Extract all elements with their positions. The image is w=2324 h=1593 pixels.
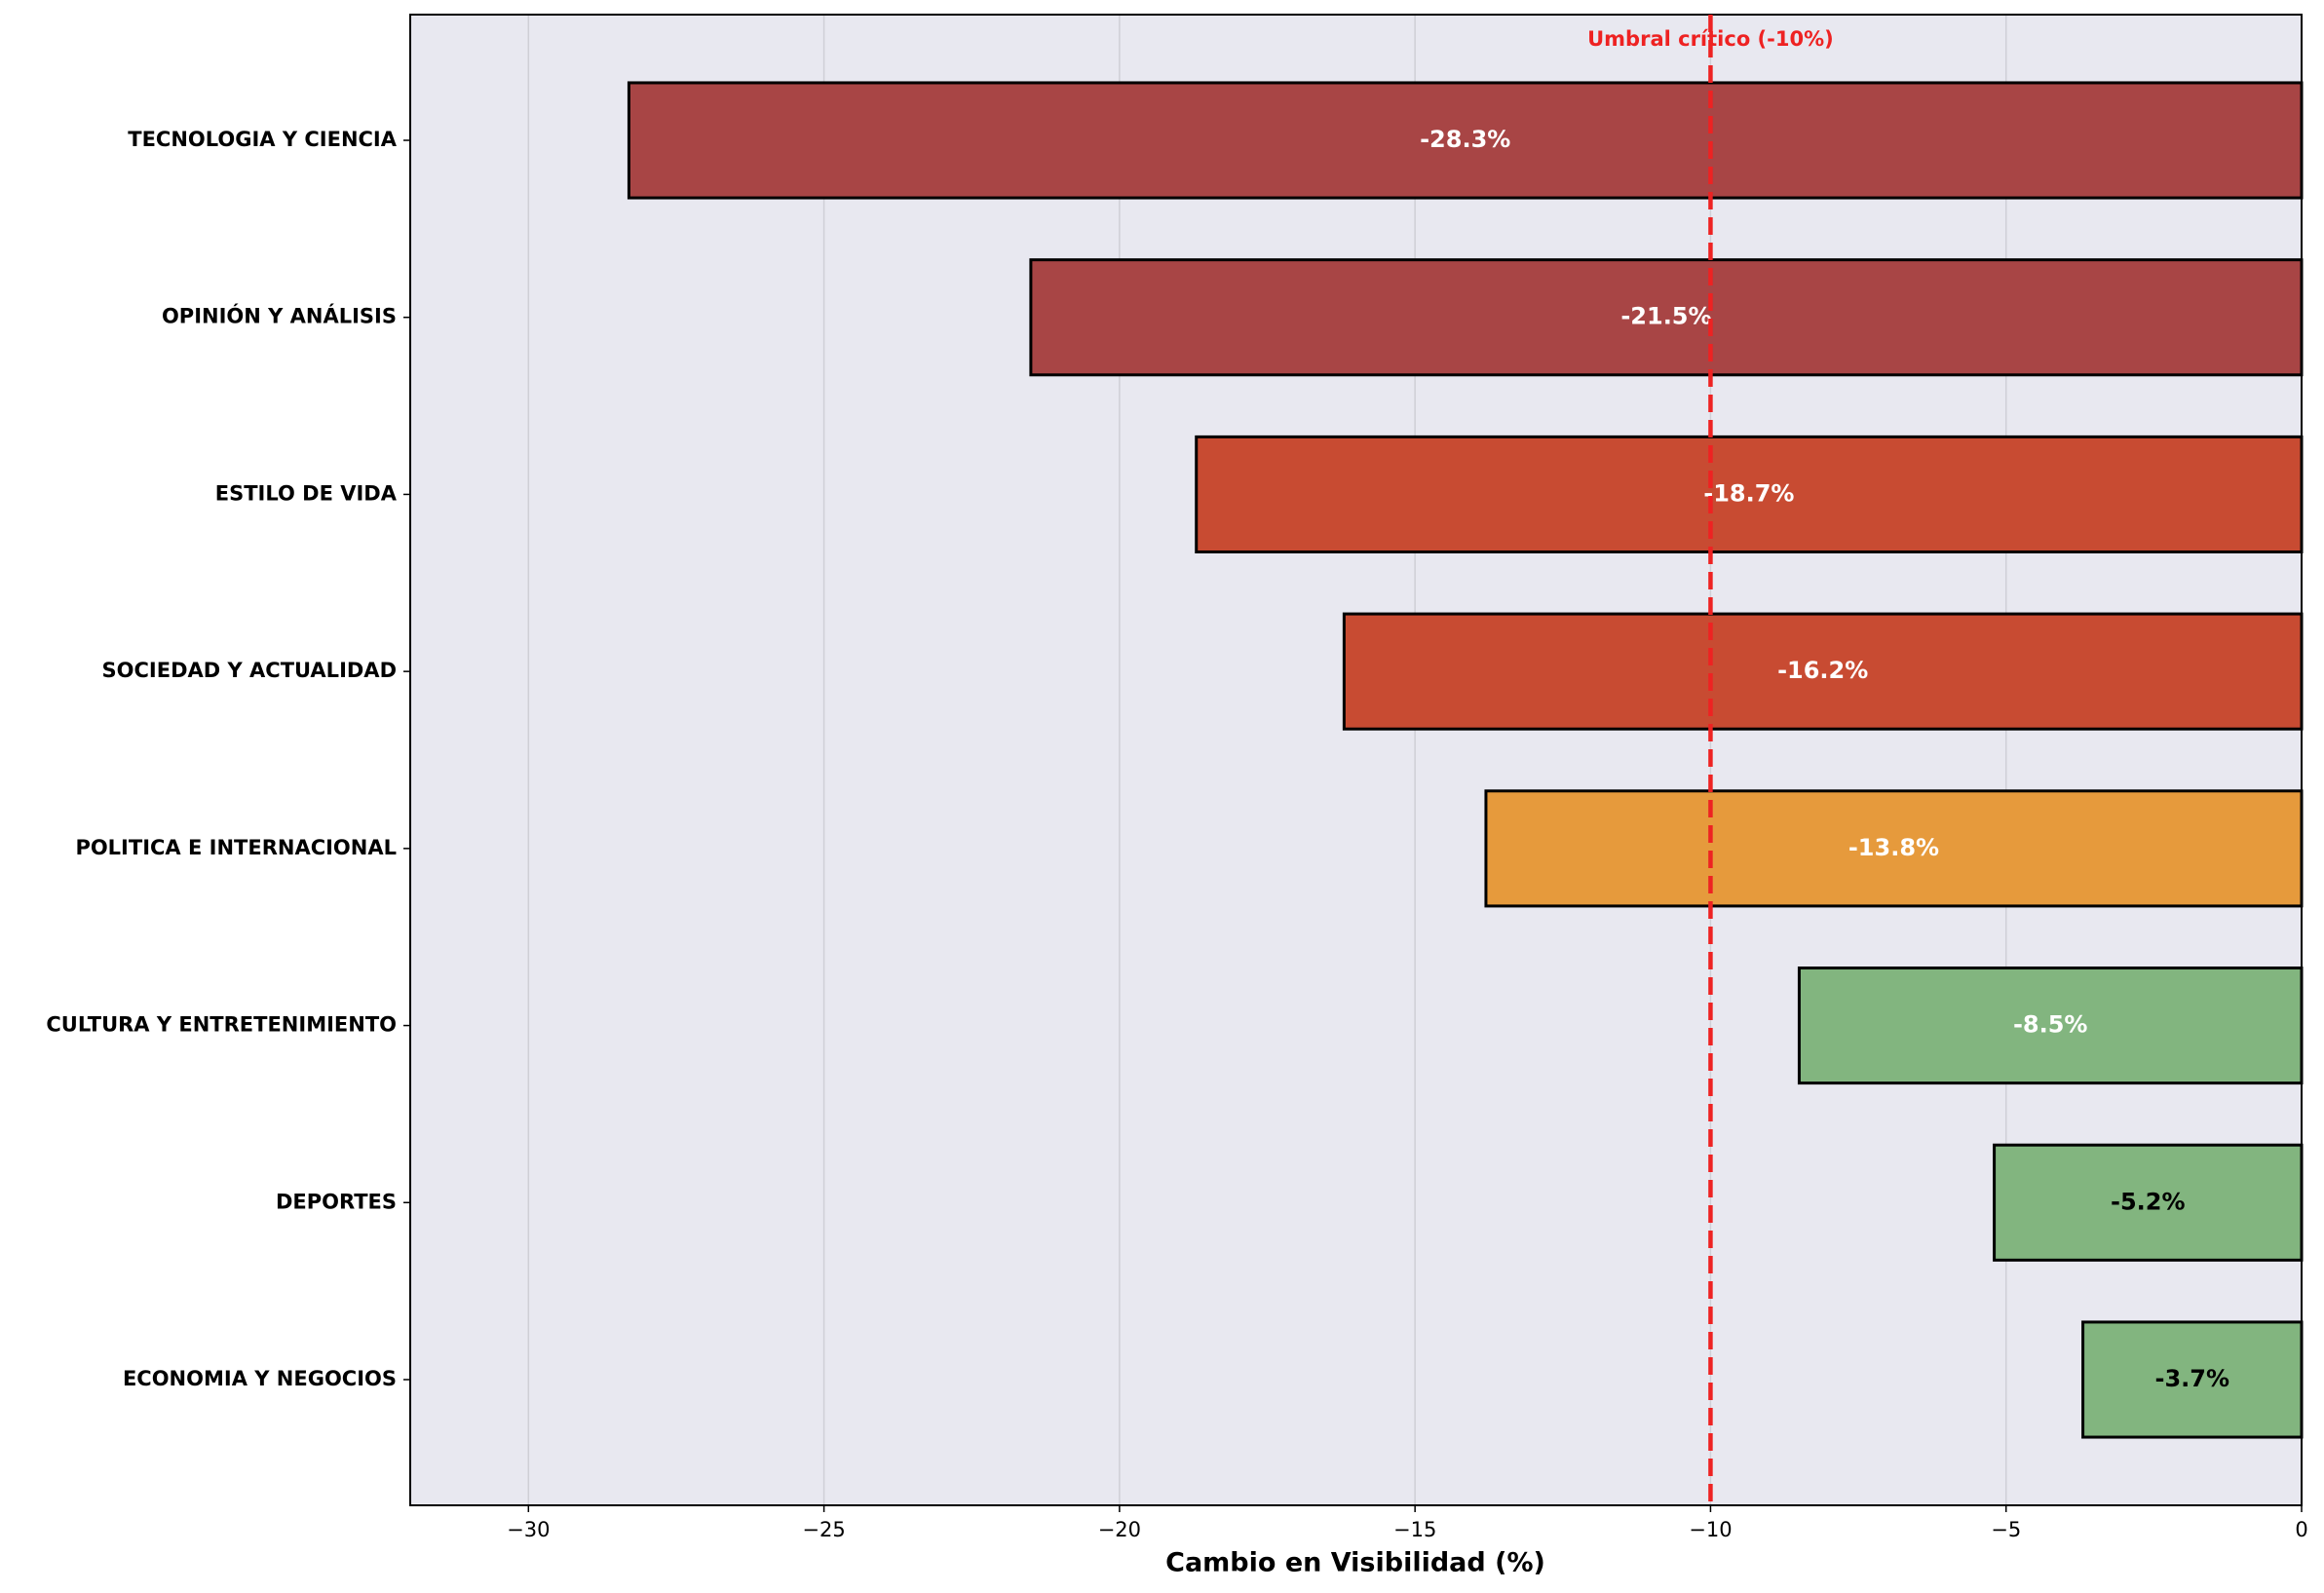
y-tick-label: ECONOMIA Y NEGOCIOS (123, 1367, 397, 1390)
x-tick-label: −10 (1689, 1518, 1732, 1541)
plot-frame (409, 14, 2303, 1506)
bar (1342, 612, 2304, 731)
value-label: -28.3% (1420, 126, 1510, 153)
x-tick-label: 0 (2295, 1518, 2307, 1541)
x-axis-label: Cambio en Visibilidad (%) (1165, 1548, 1545, 1578)
bar (1484, 789, 2304, 908)
threshold-label: Umbral crítico (-10%) (1587, 27, 1834, 51)
value-label: -16.2% (1777, 657, 1868, 684)
y-tick-label: POLITICA E INTERNACIONAL (75, 836, 397, 859)
bar (627, 81, 2304, 200)
bar (1797, 967, 2304, 1085)
value-label: -18.7% (1703, 479, 1794, 507)
x-tick-label: −20 (1098, 1518, 1141, 1541)
y-tick-label: ESTILO DE VIDA (215, 481, 398, 505)
bar (1195, 435, 2304, 553)
plot-area (410, 15, 2302, 1505)
y-tick-label: CULTURA Y ENTRETENIMIENTO (46, 1013, 397, 1037)
value-label: -5.2% (2111, 1188, 2186, 1215)
marks: -28.3% -21.5% -18.7% -16.2% -13.8% -8.5% -5.2%… (627, 81, 2304, 1439)
bar (1029, 258, 2304, 377)
bar (1993, 1143, 2304, 1262)
value-label: -8.5% (2013, 1011, 2088, 1039)
x-tick-label: −15 (1393, 1518, 1436, 1541)
value-label: -3.7% (2155, 1365, 2230, 1392)
value-label: -21.5% (1620, 303, 1711, 330)
x-tick-label: −5 (1991, 1518, 2021, 1541)
x-tick-label: −30 (507, 1518, 550, 1541)
value-label: -13.8% (1848, 834, 1939, 861)
y-tick-label: TECNOLOGIA Y CIENCIA (128, 128, 397, 151)
y-tick-label: DEPORTES (276, 1190, 397, 1213)
y-tick-label: SOCIEDAD Y ACTUALIDAD (102, 659, 397, 682)
x-tick-label: −25 (802, 1518, 845, 1541)
bar (2081, 1320, 2304, 1439)
y-tick-label: OPINIÓN Y ANÁLISIS (162, 304, 397, 328)
